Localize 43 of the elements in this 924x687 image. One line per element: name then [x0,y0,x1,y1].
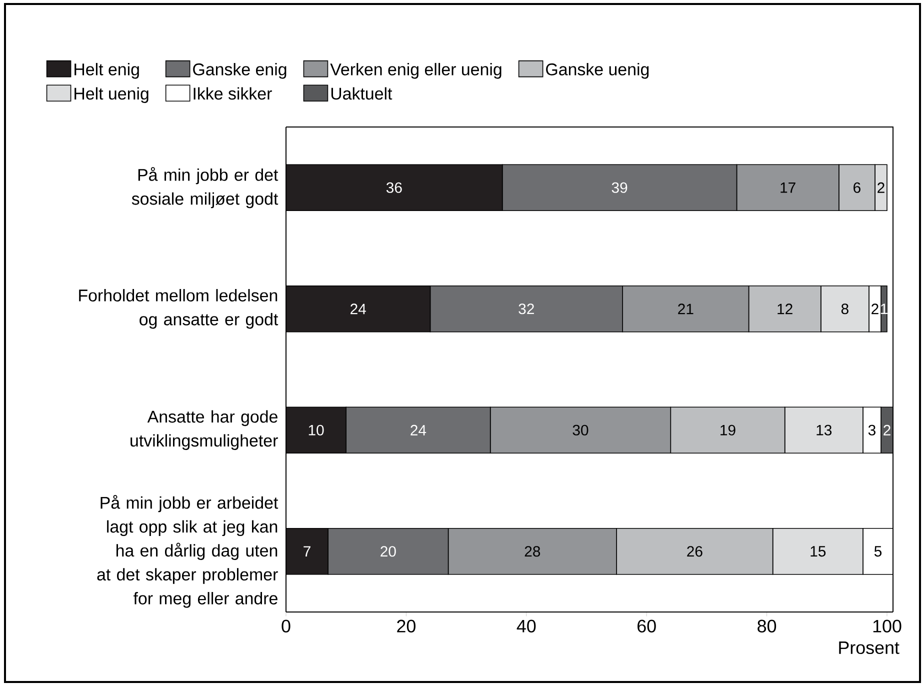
legend-label: Helt enig [74,62,139,79]
data-label: 20 [380,546,396,557]
data-label: 24 [410,424,426,436]
x-tick-label: 0 [282,620,290,632]
legend-label: Uaktuelt [331,87,392,100]
data-label: 3 [868,424,876,436]
data-label: 13 [816,424,832,436]
legend-label: Ganske enig [193,62,286,79]
y-tick-label: Ansatte har gode utviklingsmuligheter [130,410,278,450]
x-tick-label: 80 [758,620,776,632]
data-label: 10 [308,424,324,436]
x-axis-title: Prosent [839,642,900,654]
legend-label: Ikke sikker [194,87,272,100]
data-label: 21 [678,304,694,314]
data-label: 1 [880,304,888,314]
x-tick-label: 20 [397,620,416,632]
data-label: 6 [854,182,860,193]
legend-label: Helt uenig [74,87,148,104]
x-tick-label: 60 [638,620,656,632]
data-label: 17 [780,182,796,193]
data-label: 2 [884,424,890,436]
legend-label: Ganske uenig [546,62,649,79]
x-tick-label: 100 [873,620,902,632]
data-label: 28 [524,546,540,557]
y-tick-label: Forholdet mellom ledelsen og ansatte er godt [79,289,278,329]
y-tick-label: På min jobb er det sosiale miljøet godt [132,167,278,208]
data-label: 36 [386,182,402,193]
data-label: 32 [518,304,534,314]
data-label: 19 [720,424,736,436]
data-label: 2 [872,304,878,314]
x-tick-label: 40 [516,620,536,632]
data-label: 39 [612,182,628,193]
data-label: 15 [810,546,826,557]
data-label: 24 [350,304,366,314]
legend-label: Verken enig eller uenig [330,62,502,79]
data-label: 2 [878,182,884,193]
data-label: 26 [687,546,702,557]
data-label: 8 [841,304,848,314]
data-label: 12 [778,304,792,314]
data-label: 7 [304,546,310,557]
data-label: 5 [874,546,882,557]
data-label: 30 [572,424,588,436]
y-tick-label: På min jobb er arbeidet lagt opp slik at jeg kan ha en dårlig dag uten at det skaper problemer for meg eller andre [97,494,278,608]
